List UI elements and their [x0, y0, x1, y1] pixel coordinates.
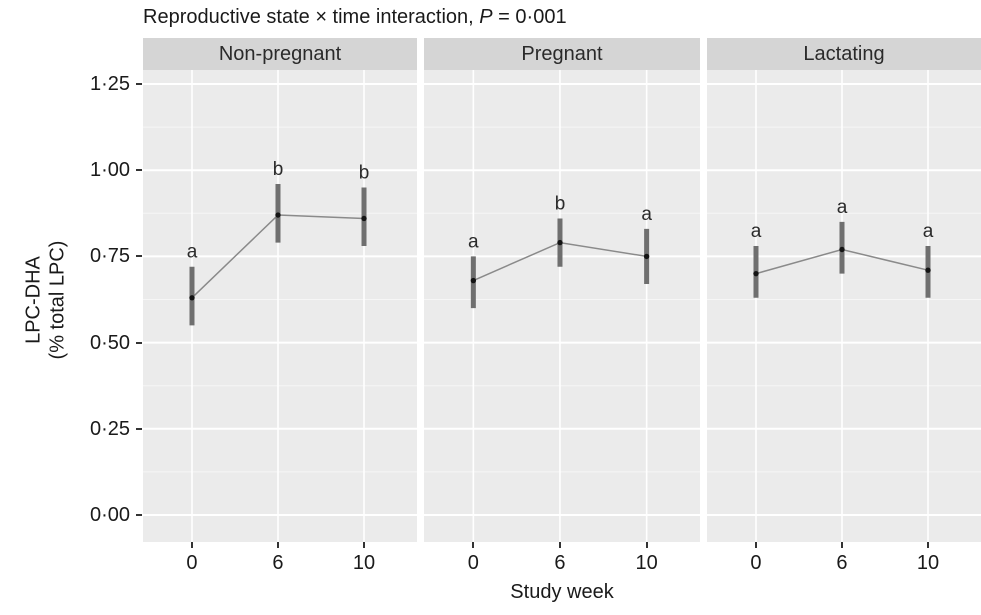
plot-area-pregnant: a b a	[424, 70, 700, 542]
x-tick-mark	[363, 542, 365, 548]
panel-background	[424, 70, 700, 542]
data-point	[643, 253, 650, 260]
x-axis-title: Study week	[510, 581, 614, 603]
y-tick-mark	[136, 169, 142, 172]
x-tick-label: 6	[272, 552, 284, 574]
y-tick-label: 0·75	[89, 245, 130, 268]
chart-title-prefix: Reproductive state × time interaction,	[143, 6, 480, 28]
y-tick-label: 0·25	[89, 417, 130, 440]
data-point	[753, 270, 759, 277]
significance-letter: b	[273, 159, 284, 180]
data-point	[275, 212, 281, 218]
facet-panel-pregnant: Pregnant a b a	[424, 38, 700, 542]
data-point	[189, 295, 195, 301]
x-tick-label: 0	[186, 552, 198, 574]
significance-letter: a	[751, 221, 762, 242]
y-tick-label: 0·50	[89, 331, 130, 354]
x-tick-label: 10	[352, 552, 376, 574]
x-tick-mark	[927, 542, 929, 548]
chart-title: Reproductive state × time interaction, P…	[143, 6, 567, 29]
data-point	[839, 246, 845, 253]
x-tick-mark	[840, 542, 843, 548]
x-tick-label: 10	[635, 552, 658, 574]
data-point	[361, 215, 367, 222]
x-tick-mark	[276, 542, 279, 548]
significance-letter: b	[555, 193, 566, 214]
y-tick-mark	[136, 341, 142, 344]
significance-letter: a	[187, 242, 198, 263]
facet-panel-lactating: Lactating a a a	[707, 38, 981, 542]
y-tick-label: 1·00	[89, 159, 130, 182]
significance-letter: a	[641, 204, 652, 225]
x-tick-label: 0	[750, 552, 762, 574]
x-tick-mark	[558, 542, 561, 548]
x-tick-mark	[190, 542, 193, 548]
significance-letter: a	[837, 197, 848, 218]
y-axis-title: LPC-DHA (% total LPC)	[22, 241, 69, 360]
x-tick-label: 6	[554, 552, 566, 574]
panel-background	[143, 70, 417, 542]
x-tick-mark	[754, 542, 757, 548]
plot-area-lactating: a a a	[707, 70, 981, 542]
facet-strip-non-pregnant: Non-pregnant	[143, 38, 417, 70]
y-tick-label: 1·25	[89, 73, 130, 95]
data-point	[470, 277, 477, 284]
facet-panel-non-pregnant: Non-pregnant a b b	[143, 38, 417, 542]
panel-background	[707, 70, 981, 542]
facet-strip-lactating: Lactating	[707, 38, 981, 70]
x-tick-mark	[645, 542, 648, 548]
chart-title-p-value: = 0·001	[492, 6, 567, 28]
y-tick-mark	[136, 427, 142, 430]
y-tick-mark	[136, 514, 142, 516]
y-tick-label: 0·00	[89, 504, 130, 526]
y-tick-mark	[136, 255, 142, 258]
plot-area-non-pregnant: a b b	[143, 70, 417, 542]
y-tick-mark	[136, 83, 142, 85]
significance-letter: a	[923, 221, 934, 242]
chart-title-p-symbol: P	[479, 6, 493, 28]
significance-letter: a	[468, 231, 479, 252]
significance-letter: b	[359, 162, 370, 183]
y-axis-title-line2: (% total LPC)	[46, 240, 68, 360]
x-tick-label: 6	[836, 552, 848, 574]
data-point	[925, 267, 931, 273]
data-point	[557, 239, 563, 246]
x-tick-label: 10	[916, 552, 940, 574]
facet-strip-pregnant: Pregnant	[424, 38, 700, 70]
y-axis-title-line1: LPC-DHA	[22, 256, 45, 344]
x-tick-label: 0	[467, 552, 479, 574]
x-tick-mark	[472, 542, 475, 548]
